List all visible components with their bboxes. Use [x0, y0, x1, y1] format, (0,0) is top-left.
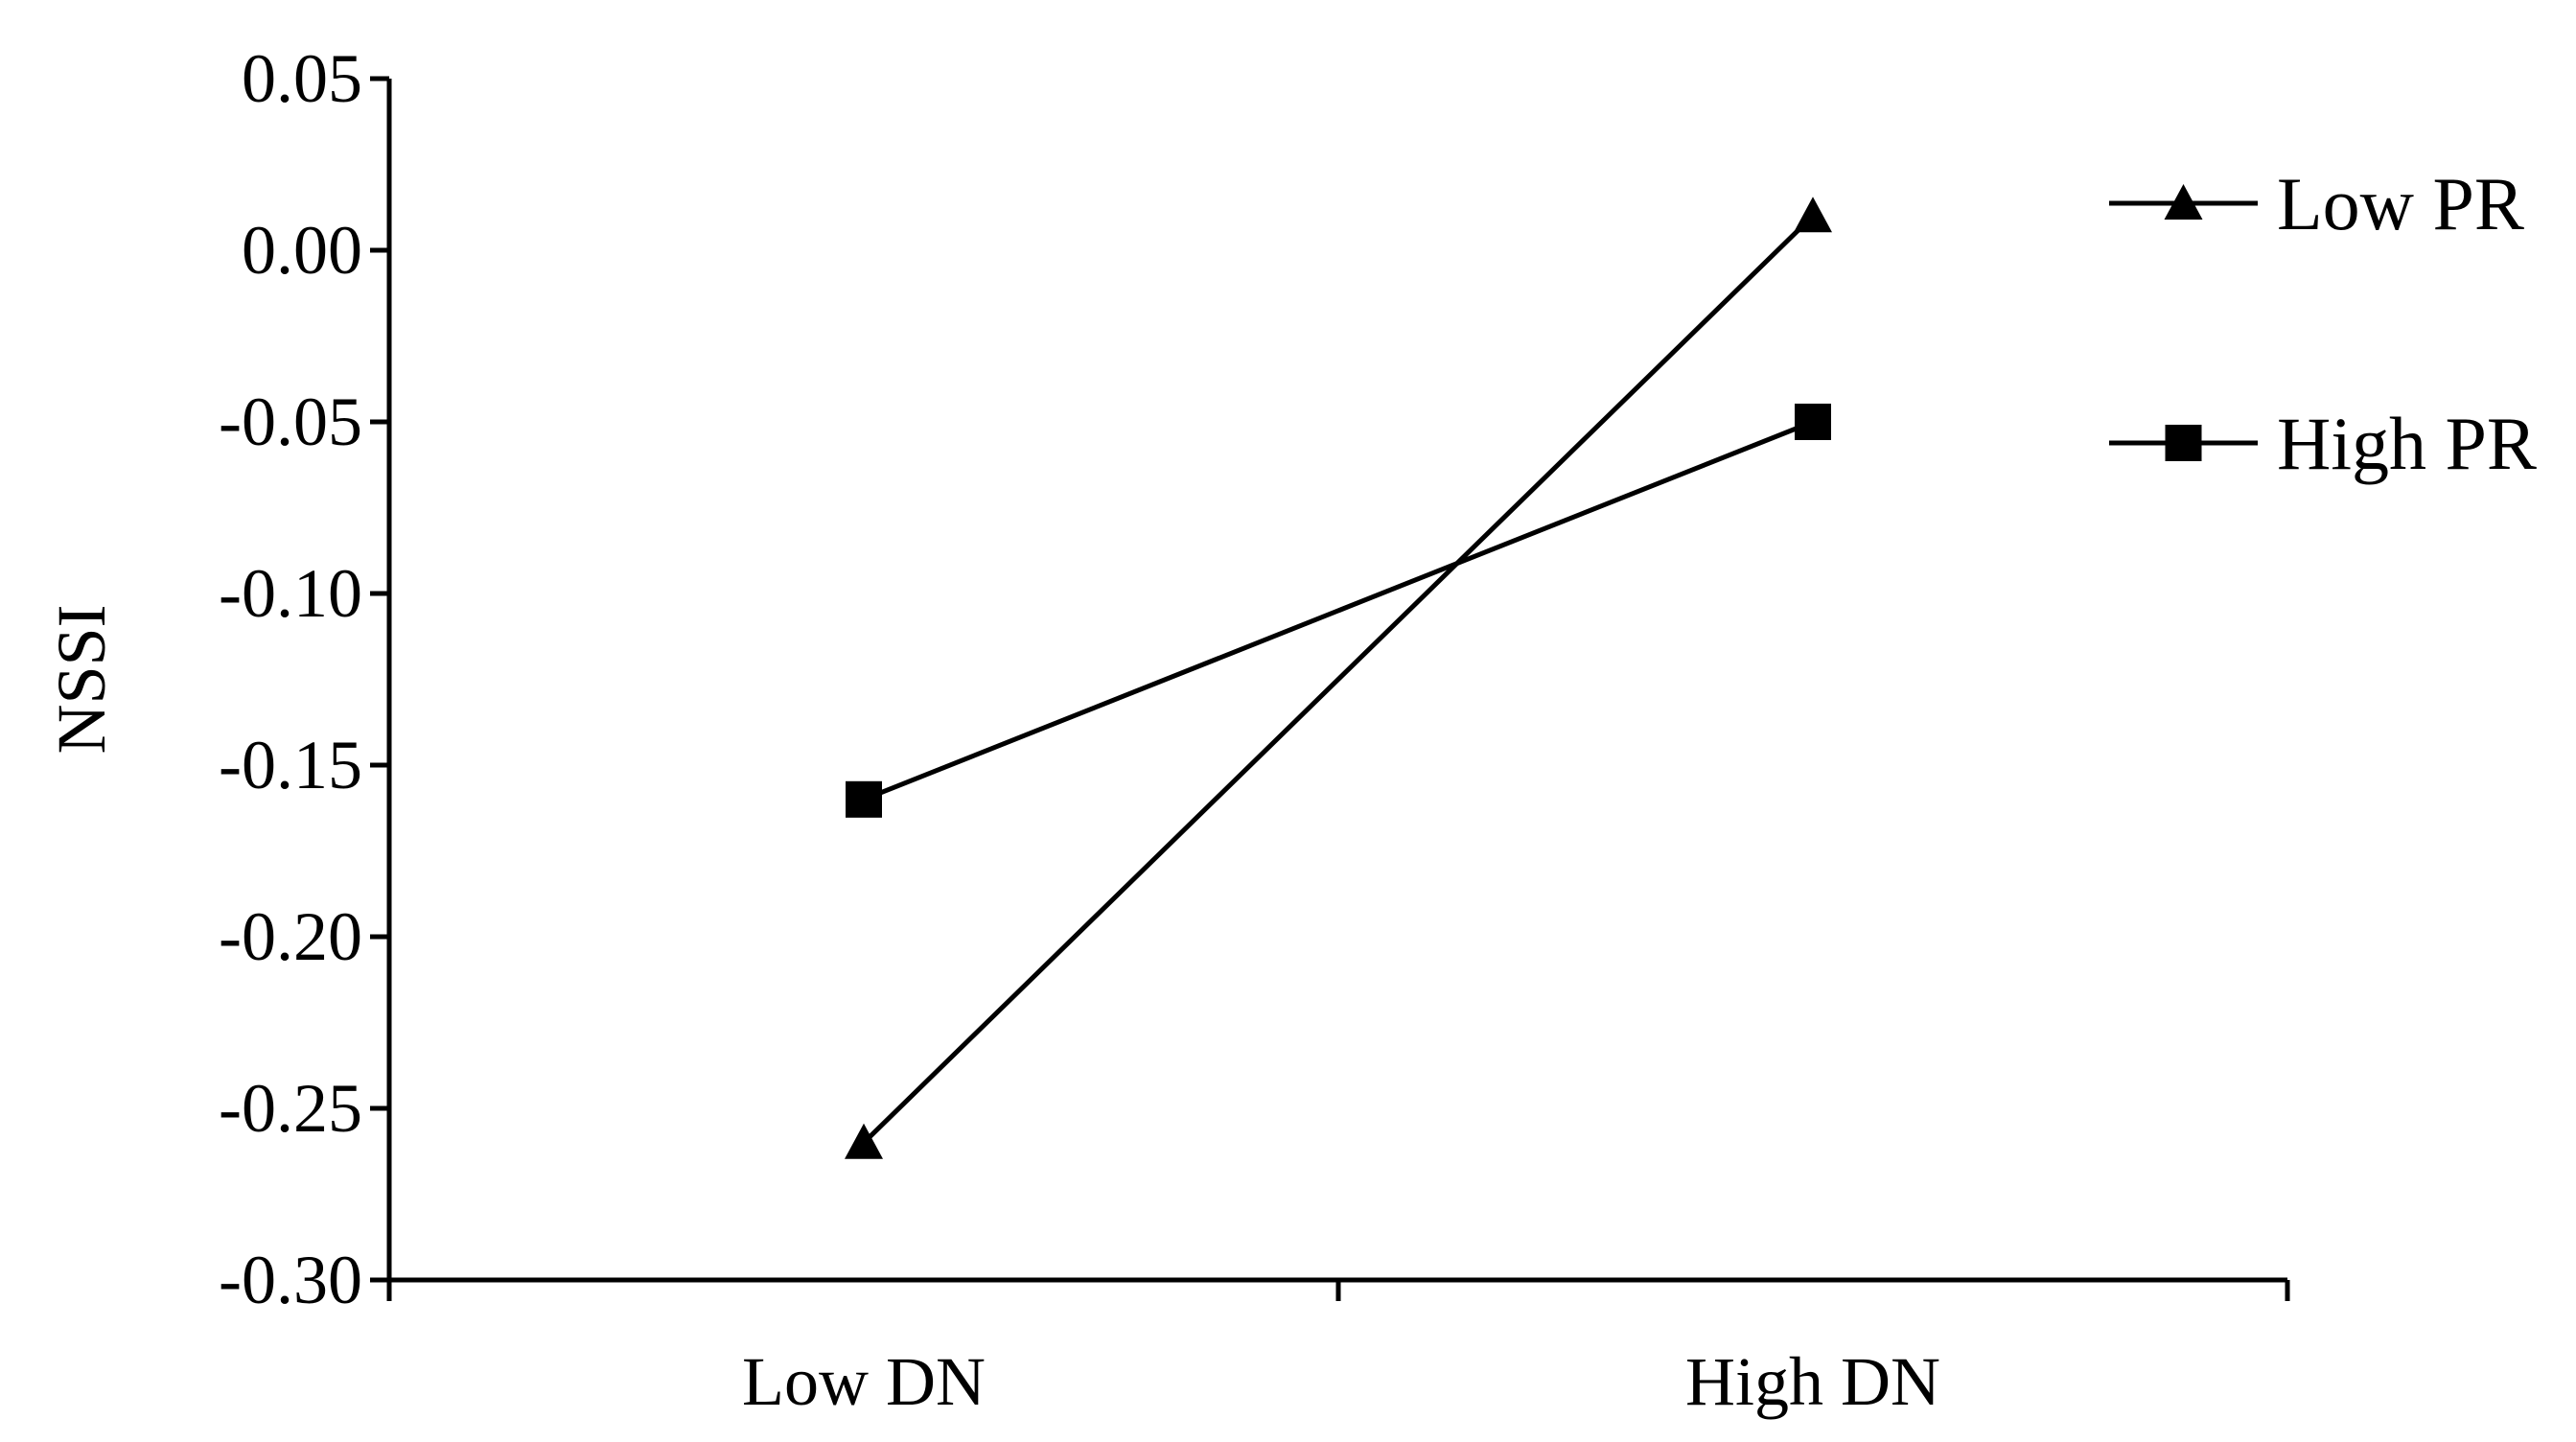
series-1 [845, 197, 1832, 1159]
y-tick-label: -0.30 [219, 1242, 362, 1318]
legend-marker [2165, 425, 2202, 461]
x-tick-label: High DN [1685, 1343, 1940, 1420]
y-tick-label: -0.25 [219, 1070, 362, 1147]
series-line [862, 214, 1815, 1145]
y-tick-label: -0.10 [219, 555, 362, 632]
data-point [1795, 404, 1831, 440]
y-tick-label: -0.15 [219, 727, 362, 803]
x-tick-label: Low DN [742, 1343, 986, 1420]
series-2 [846, 404, 1831, 818]
legend-item: High PR [2109, 402, 2537, 485]
y-tick-label: 0.00 [242, 212, 362, 289]
data-point [845, 1123, 883, 1159]
y-tick-label: -0.20 [219, 898, 362, 975]
y-ticks: 0.05 0.00 -0.05 -0.10 -0.15 -0.20 -0.25 -0.30 [219, 40, 389, 1318]
y-axis-title: NSSI [43, 604, 120, 754]
legend: Low PR High PR [2109, 162, 2537, 485]
legend-item: Low PR [2109, 162, 2524, 245]
y-tick-label: -0.05 [219, 384, 362, 460]
legend-marker [2164, 184, 2203, 220]
data-point [1794, 197, 1832, 233]
x-ticks: Low DN High DN [386, 1280, 2290, 1420]
legend-label: Low PR [2277, 162, 2524, 245]
series-group [845, 197, 1832, 1159]
legend-label: High PR [2277, 402, 2537, 485]
data-point [846, 780, 882, 818]
series-line [863, 419, 1814, 802]
y-tick-label: 0.05 [242, 40, 362, 117]
